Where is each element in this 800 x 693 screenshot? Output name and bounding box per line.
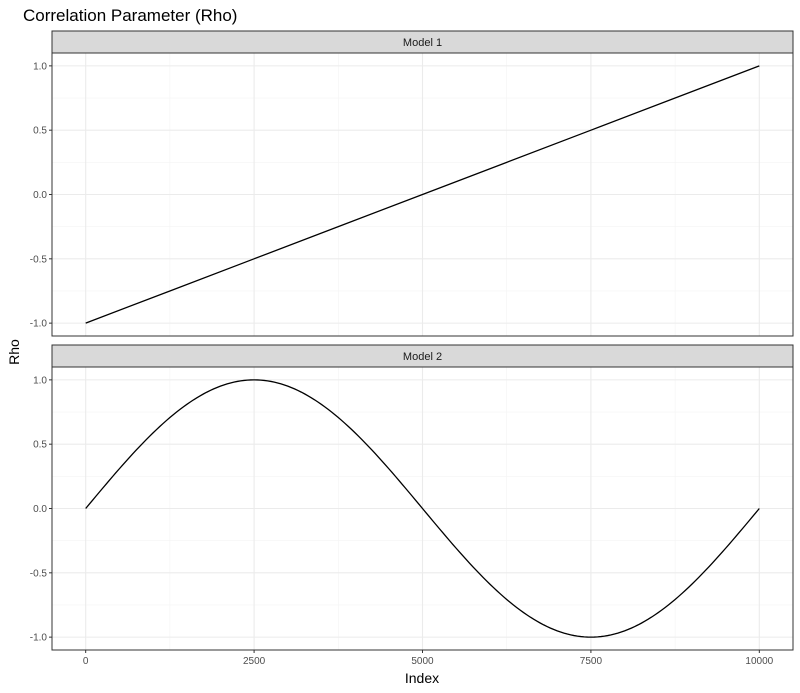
x-tick-label: 10000 [745, 656, 773, 667]
x-tick-label: 0 [83, 656, 89, 667]
y-tick-label: -0.5 [30, 254, 48, 265]
series-line-2 [85, 379, 760, 638]
y-tick-label: 0.0 [33, 190, 47, 201]
y-tick-label: 0.5 [33, 440, 47, 451]
y-tick-label: -1.0 [30, 319, 48, 330]
y-tick-label: 1.0 [33, 375, 47, 386]
y-axis-label: Rho [6, 339, 22, 365]
series-line-1 [85, 65, 760, 324]
x-tick-label: 5000 [411, 656, 434, 667]
panel-2: Model 2 1.0 0.5 0.0 -0.5 -1.0 0 2500 5000 7500 100… [30, 344, 794, 667]
y-tick-label: -1.0 [30, 633, 48, 644]
panel-1: Model 1 1.0 0.5 0.0 -0.5 -1.0 [30, 30, 794, 337]
y-tick-label: 1.0 [33, 61, 47, 72]
x-tick-label: 7500 [580, 656, 603, 667]
panels-layer: Model 1 1.0 0.5 0.0 -0.5 -1.0 Model 2 1.0 0.5 0.0… [30, 30, 794, 667]
x-axis-label: Index [405, 670, 439, 686]
strip-label: Model 2 [403, 351, 442, 363]
y-tick-label: 0.5 [33, 126, 47, 137]
chart-title: Correlation Parameter (Rho) [23, 6, 237, 25]
x-tick-label: 2500 [243, 656, 266, 667]
strip-label: Model 1 [403, 37, 442, 49]
y-tick-label: -0.5 [30, 568, 48, 579]
y-tick-label: 0.0 [33, 504, 47, 515]
